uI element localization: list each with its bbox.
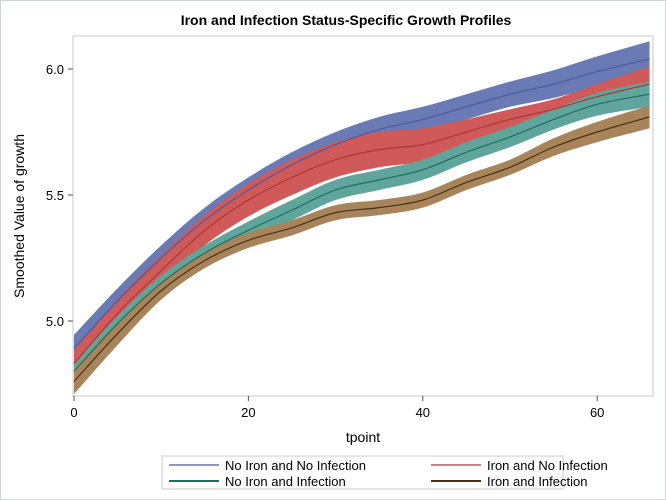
series-lines bbox=[73, 58, 650, 382]
band-2 bbox=[74, 81, 650, 379]
series-line-1 bbox=[73, 83, 650, 365]
legend-box bbox=[161, 455, 564, 490]
legend-label: Iron and No Infection bbox=[487, 458, 608, 473]
y-axis-label: Smoothed Value of growth bbox=[11, 134, 27, 298]
y-tick-label: 5.5 bbox=[46, 188, 64, 203]
y-tick-label: 6.0 bbox=[46, 62, 64, 77]
x-axis-label: tpoint bbox=[346, 429, 380, 445]
x-tick-label: 20 bbox=[241, 405, 255, 420]
y-tick-label: 5.0 bbox=[46, 314, 64, 329]
legend: No Iron and No Infection Iron and No Infe… bbox=[161, 455, 608, 490]
x-tick-label: 0 bbox=[70, 405, 77, 420]
series-line-3 bbox=[73, 116, 650, 382]
legend-label: No Iron and No Infection bbox=[225, 458, 366, 473]
legend-label: No Iron and Infection bbox=[225, 474, 346, 489]
series-line-2 bbox=[73, 93, 650, 372]
legend-label: Iron and Infection bbox=[487, 474, 587, 489]
series-line-0 bbox=[73, 58, 650, 350]
x-tick-label: 40 bbox=[416, 405, 430, 420]
x-tick-label: 60 bbox=[590, 405, 604, 420]
chart-title: Iron and Infection Status-Specific Growt… bbox=[181, 12, 512, 28]
x-axis: 0 20 40 60 bbox=[70, 396, 604, 420]
band-3 bbox=[74, 105, 650, 395]
y-axis: 5.0 5.5 6.0 bbox=[46, 62, 73, 329]
